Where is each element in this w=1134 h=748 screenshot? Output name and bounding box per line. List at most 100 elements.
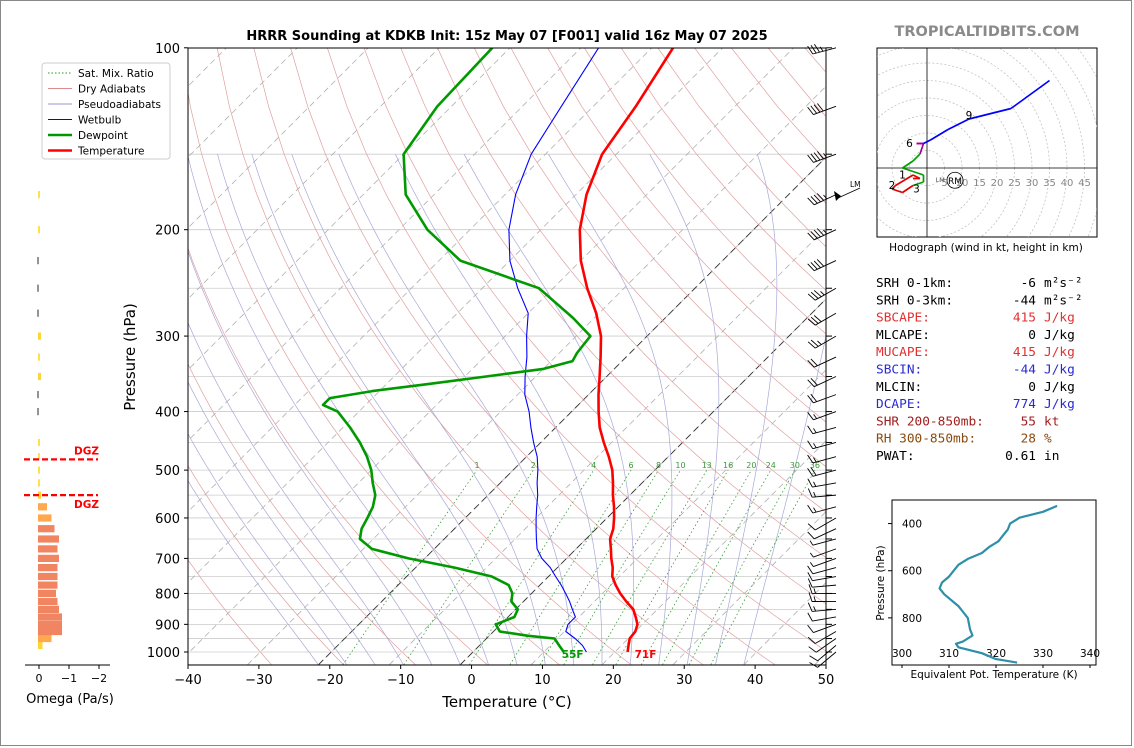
dry-adiabat (510, 48, 826, 423)
barb-half-flag (809, 562, 814, 567)
index-row: SBCAPE: 415 J/kg (876, 311, 1075, 326)
hodograph-caption: Hodograph (wind in kt, height in km) (889, 242, 1083, 254)
theta-y-tick-label: 800 (902, 613, 922, 625)
barb-staff (813, 394, 837, 404)
omega-bar (38, 641, 43, 649)
mixing-ratio-label: 13 (702, 461, 712, 470)
barb-staff (812, 616, 837, 622)
wind-barb (809, 548, 837, 558)
hodograph-ring-label: 40 (1061, 178, 1074, 189)
pseudoadiabat (649, 154, 720, 665)
barb-staff (813, 548, 837, 558)
barb-flag (810, 291, 819, 299)
pseudoadiabat (188, 155, 461, 665)
wind-barb (809, 645, 837, 662)
barb-staff (814, 229, 837, 241)
barb-flag (807, 154, 814, 163)
hodograph-height-label: 6 (906, 138, 913, 150)
index-unit: in (1044, 449, 1059, 464)
omega-bar (38, 627, 62, 636)
x-tick-label: 30 (676, 673, 693, 688)
wind-barbs: LM (807, 44, 861, 668)
barb-flag (810, 358, 818, 367)
omega-bar (38, 605, 59, 613)
dry-adiabat (188, 247, 488, 665)
mixing-ratio-label: 10 (675, 461, 685, 470)
skewt-x-label: Temperature (°C) (441, 693, 571, 711)
y-tick-label: 200 (155, 224, 180, 239)
barb-flag (817, 151, 824, 160)
x-tick-label: −30 (245, 673, 272, 688)
mixing-ratio-line (710, 469, 816, 665)
mixing-ratio-label: 30 (790, 461, 800, 470)
x-tick-label: 20 (605, 673, 622, 688)
wind-barb (807, 335, 837, 349)
barb-flag (807, 341, 816, 349)
barb-flag (814, 44, 820, 53)
wind-barb (807, 356, 837, 368)
barb-flag (807, 454, 814, 464)
wind-barb (809, 538, 837, 546)
barb-flag (813, 260, 821, 269)
theta-e-box (891, 499, 1097, 666)
wind-barb (807, 504, 837, 514)
omega-bar (38, 453, 40, 461)
barb-flag (807, 636, 816, 644)
barb-flag (807, 45, 814, 55)
barb-half-flag (813, 443, 817, 449)
theta-x-tick-label: 300 (892, 648, 912, 660)
wind-barb (807, 44, 837, 55)
hodograph-segment (968, 107, 1012, 120)
dry-adiabat (584, 48, 826, 335)
barb-flag (808, 646, 817, 653)
index-value: 415 (1013, 311, 1036, 326)
index-row: SRH 0-3km: -44 m²s⁻² (876, 293, 1083, 308)
barb-staff (812, 469, 837, 477)
barb-staff (814, 194, 837, 206)
barb-half-flag (820, 291, 825, 296)
index-label: PWAT: (876, 449, 915, 464)
omega-bar (38, 438, 40, 447)
y-tick-label: 500 (155, 464, 180, 479)
x-tick-label: 10 (534, 673, 551, 688)
omega-bar (38, 226, 40, 234)
barb-flag (810, 44, 817, 54)
barb-flag (817, 103, 824, 112)
mixing-ratio-label: 4 (591, 461, 596, 470)
dry-adiabat (363, 48, 826, 605)
wind-barb (808, 638, 837, 653)
mixing-ratio-label: 2 (531, 461, 536, 470)
x-tick-label: −20 (316, 673, 343, 688)
wind-barb (807, 411, 837, 421)
lm-label: LM (850, 180, 861, 189)
barb-staff (813, 623, 837, 634)
isotherm-line (188, 48, 794, 654)
barb-flag (807, 412, 814, 421)
wind-barb (807, 259, 837, 272)
index-value: 0.61 (1005, 449, 1036, 464)
index-unit: J/kg (1044, 345, 1075, 360)
dry-adiabat (290, 48, 776, 665)
barb-flag (807, 565, 814, 575)
y-tick-label: 600 (155, 512, 180, 527)
hodograph-segment (947, 118, 970, 131)
barb-half-flag (813, 606, 817, 612)
hodograph-segment (902, 184, 914, 194)
barb-flag (807, 232, 815, 241)
omega-bar (38, 514, 52, 522)
barb-staff (813, 153, 837, 163)
barb-flag (807, 106, 814, 115)
hodograph-segment (912, 181, 924, 187)
dry-adiabat (400, 48, 826, 558)
index-value: 774 (1013, 397, 1036, 412)
omega-bar (38, 613, 62, 621)
omega-x-tick-label: −1 (61, 672, 77, 685)
skewt-y-label: Pressure (hPa) (121, 303, 139, 411)
barb-staff (812, 482, 837, 488)
theta-y-tick-label: 400 (902, 519, 922, 531)
dry-adiabat (437, 48, 826, 513)
hodograph-segment (895, 174, 914, 187)
omega-bar (37, 408, 39, 416)
